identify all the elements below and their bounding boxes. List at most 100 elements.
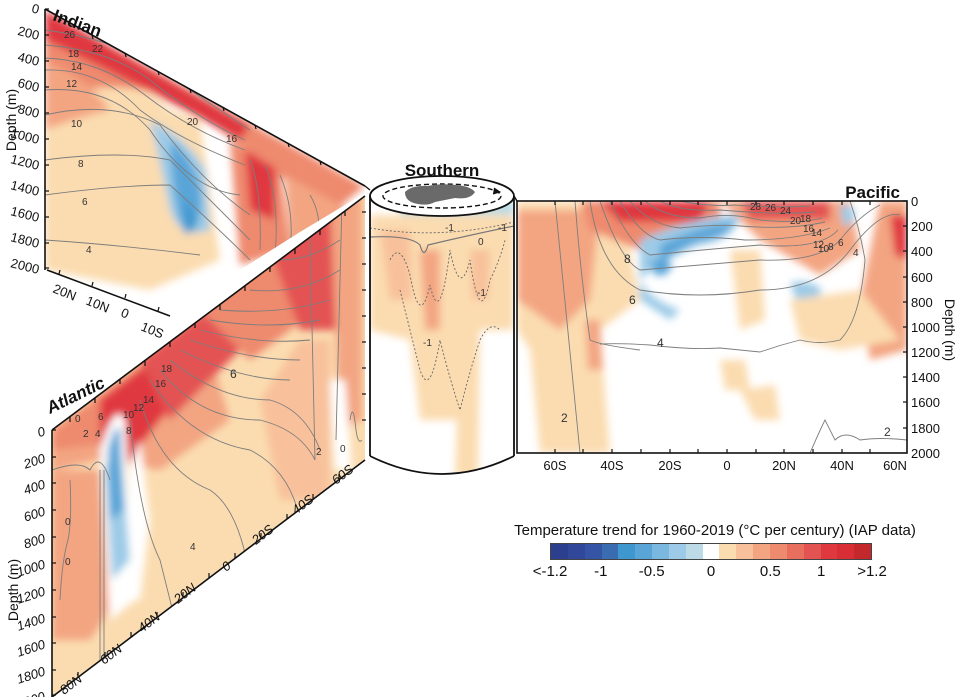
svg-text:6: 6 <box>230 367 237 381</box>
svg-text:1000: 1000 <box>911 320 940 335</box>
svg-text:2: 2 <box>83 429 89 440</box>
indian-depth-axis-label: Depth (m) <box>3 89 19 151</box>
svg-text:-1: -1 <box>445 223 454 234</box>
svg-text:10: 10 <box>123 410 135 421</box>
colorbar-tick-label: >1.2 <box>857 563 887 580</box>
svg-text:16: 16 <box>226 134 238 145</box>
colorbar-segment <box>601 544 619 559</box>
colorbar-tick-label: -0.5 <box>638 563 665 580</box>
svg-text:12: 12 <box>813 240 825 251</box>
svg-text:26: 26 <box>765 203 777 214</box>
svg-text:0: 0 <box>75 414 81 425</box>
svg-text:0: 0 <box>340 444 346 455</box>
svg-text:18: 18 <box>800 214 812 225</box>
svg-text:2000: 2000 <box>9 255 41 277</box>
svg-text:0: 0 <box>30 1 41 17</box>
svg-text:-1: -1 <box>477 288 486 299</box>
svg-text:0: 0 <box>119 305 131 322</box>
svg-text:400: 400 <box>16 49 41 69</box>
svg-text:20: 20 <box>187 117 199 128</box>
colorbar-segment <box>635 544 653 559</box>
svg-text:400: 400 <box>911 244 933 259</box>
svg-text:20N: 20N <box>51 281 79 304</box>
svg-text:200: 200 <box>16 23 41 43</box>
colorbar-segment <box>786 544 804 559</box>
colorbar-segment <box>854 544 872 559</box>
colorbar-segment <box>618 544 636 559</box>
svg-text:1600: 1600 <box>9 203 41 225</box>
svg-text:14: 14 <box>143 395 155 406</box>
colorbar-title: Temperature trend for 1960-2019 (°C per … <box>514 522 916 539</box>
svg-text:800: 800 <box>16 101 41 121</box>
svg-text:12: 12 <box>66 79 78 90</box>
svg-text:8: 8 <box>78 159 84 170</box>
svg-text:16: 16 <box>803 224 815 235</box>
svg-text:0: 0 <box>35 423 47 440</box>
svg-text:24: 24 <box>780 206 792 217</box>
atlantic-depth-axis-label: Depth (m) <box>5 559 21 621</box>
svg-text:22: 22 <box>92 44 104 55</box>
svg-text:40N: 40N <box>830 458 854 473</box>
indian-depth-ticks: 0 200 400 600 800 1000 1200 1400 1600 18… <box>9 1 41 277</box>
svg-text:2: 2 <box>561 411 568 425</box>
colorbar <box>550 543 872 560</box>
svg-text:8: 8 <box>624 252 631 266</box>
svg-text:1600: 1600 <box>911 395 940 410</box>
svg-text:1200: 1200 <box>911 345 940 360</box>
svg-text:0: 0 <box>911 194 918 209</box>
svg-text:0: 0 <box>65 557 71 568</box>
svg-text:800: 800 <box>911 295 933 310</box>
svg-text:200: 200 <box>911 219 933 234</box>
southern-title: Southern <box>405 161 480 180</box>
svg-text:14: 14 <box>71 62 83 73</box>
svg-text:0: 0 <box>723 458 730 473</box>
svg-text:1800: 1800 <box>9 229 41 251</box>
svg-text:8: 8 <box>828 242 834 253</box>
colorbar-segment <box>803 544 821 559</box>
svg-text:14: 14 <box>811 228 823 239</box>
svg-text:40S: 40S <box>600 458 623 473</box>
svg-text:1600: 1600 <box>15 636 48 659</box>
panel-connectors <box>364 185 518 202</box>
svg-text:6: 6 <box>82 197 88 208</box>
svg-text:26: 26 <box>64 30 76 41</box>
svg-text:60S: 60S <box>543 458 566 473</box>
svg-text:600: 600 <box>22 503 48 524</box>
svg-text:18: 18 <box>68 49 80 60</box>
colorbar-segment <box>584 544 602 559</box>
svg-text:4: 4 <box>853 248 859 259</box>
svg-text:-1: -1 <box>498 223 507 234</box>
svg-text:600: 600 <box>16 75 41 95</box>
antarctica-shape <box>405 184 475 205</box>
svg-text:20S: 20S <box>658 458 681 473</box>
svg-text:18: 18 <box>161 364 173 375</box>
pacific-depth-ticks: 0 200 400 600 800 1000 1200 1400 1600 1800 20… <box>911 194 940 461</box>
svg-text:4: 4 <box>86 245 92 256</box>
colorbar-segment <box>736 544 754 559</box>
svg-text:8: 8 <box>126 426 132 437</box>
colorbar-segment <box>702 544 720 559</box>
svg-text:1200: 1200 <box>9 151 41 173</box>
svg-text:4: 4 <box>95 429 101 440</box>
svg-text:4: 4 <box>190 542 196 553</box>
svg-text:12: 12 <box>133 403 145 414</box>
pacific-lat-ticks: 60S 40S 20S 0 20N 40N 60N <box>543 458 907 473</box>
svg-text:10: 10 <box>818 244 830 255</box>
svg-text:20: 20 <box>790 216 802 227</box>
svg-text:4: 4 <box>657 336 664 350</box>
svg-text:28: 28 <box>750 202 762 213</box>
colorbar-segment <box>753 544 770 559</box>
colorbar-tick-label: 0 <box>706 563 716 580</box>
svg-text:1800: 1800 <box>15 663 48 686</box>
svg-text:2000: 2000 <box>911 446 940 461</box>
southern-panel: Southern -1 -1 0 -1 -1 <box>369 161 515 475</box>
svg-text:400: 400 <box>22 476 48 497</box>
colorbar-segment <box>769 544 787 559</box>
svg-text:10S: 10S <box>139 319 166 342</box>
colorbar-segment <box>837 544 855 559</box>
svg-text:2000: 2000 <box>14 688 48 697</box>
svg-text:200: 200 <box>21 450 48 472</box>
svg-text:2: 2 <box>884 425 891 439</box>
